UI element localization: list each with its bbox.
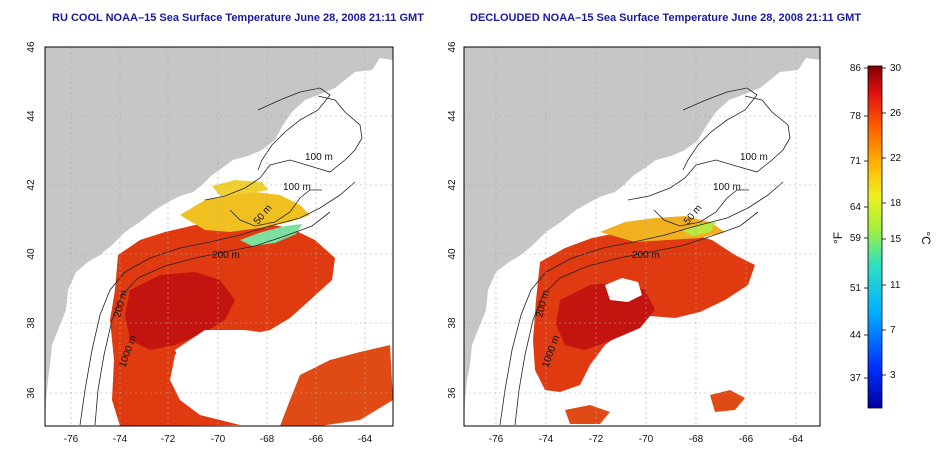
colorbar-celsius-ticks: 30 26 22 18 15 11 7 3 xyxy=(890,63,902,381)
right-lat-tick-3: 40 xyxy=(447,248,458,260)
colorbar-c-tick-8: 3 xyxy=(890,370,896,381)
left-lon-tick-7: -64 xyxy=(358,434,373,445)
right-map-panel: 100 m 100 m 50 m 200 m 200 m 1000 m -76 … xyxy=(447,41,821,445)
right-lat-tick-1: 36 xyxy=(447,387,458,399)
left-cool-band xyxy=(180,192,310,232)
left-lat-tick-6: 46 xyxy=(26,41,37,53)
left-lat-tick-2: 38 xyxy=(26,317,37,329)
left-bathymetry-contours xyxy=(79,87,363,426)
right-land-mass xyxy=(464,47,820,426)
right-lat-tick-2: 38 xyxy=(447,317,458,329)
right-lon-tick-1: -76 xyxy=(489,434,504,445)
left-cloud-region xyxy=(175,330,320,410)
colorbar-f-tick-6: 51 xyxy=(850,283,862,294)
left-lon-tick-1: -76 xyxy=(64,434,79,445)
right-lat-axis: 36 38 40 42 44 46 xyxy=(447,41,458,399)
right-grid xyxy=(464,47,820,426)
right-contour-label-4: 200 m xyxy=(632,250,660,261)
colorbar-f-tick-1: 86 xyxy=(850,63,862,74)
left-cyan-band xyxy=(240,224,302,246)
left-lat-tick-1: 36 xyxy=(26,387,37,399)
left-yellow-patch xyxy=(212,180,268,196)
colorbar-c-tick-4: 18 xyxy=(890,198,902,209)
right-panel-title: DECLOUDED NOAA–15 Sea Surface Temperatur… xyxy=(470,12,862,24)
colorbar-c-tick-2: 26 xyxy=(890,108,902,119)
left-contour-label-2: 100 m xyxy=(283,182,311,193)
right-cyan-band xyxy=(682,222,716,236)
colorbar-fahrenheit-ticks: 86 78 71 64 59 51 44 37 xyxy=(850,63,862,384)
right-south-warm-patch-2 xyxy=(565,405,610,424)
colorbar: 86 78 71 64 59 51 44 37 30 26 22 18 15 1… xyxy=(831,63,933,409)
right-lon-tick-7: -64 xyxy=(789,434,804,445)
right-lat-tick-5: 44 xyxy=(447,110,458,122)
left-lon-tick-5: -68 xyxy=(260,434,275,445)
left-lon-tick-2: -74 xyxy=(113,434,128,445)
left-panel-title: RU COOL NOAA–15 Sea Surface Temperature … xyxy=(52,12,424,24)
left-lon-axis: -76 -74 -72 -70 -68 -66 -64 xyxy=(64,434,373,445)
left-south-warm-patch xyxy=(280,345,393,426)
left-map-frame xyxy=(44,46,394,427)
colorbar-c-tick-5: 15 xyxy=(890,234,902,245)
left-contour-label-4: 200 m xyxy=(212,250,240,261)
colorbar-f-tick-4: 64 xyxy=(850,202,862,213)
right-contour-label-1: 100 m xyxy=(740,152,768,163)
right-lat-tick-6: 46 xyxy=(447,41,458,53)
left-lon-tick-6: -66 xyxy=(309,434,324,445)
colorbar-c-tick-1: 30 xyxy=(890,63,902,74)
right-bathymetry-contours xyxy=(499,87,791,426)
colorbar-f-tick-2: 78 xyxy=(850,111,862,122)
left-lat-tick-5: 44 xyxy=(26,110,37,122)
colorbar-f-tick-8: 37 xyxy=(850,373,862,384)
right-lon-tick-6: -66 xyxy=(739,434,754,445)
right-lat-tick-4: 42 xyxy=(447,179,458,191)
colorbar-c-tick-6: 11 xyxy=(890,280,901,291)
right-lon-tick-4: -70 xyxy=(639,434,654,445)
left-lat-tick-4: 42 xyxy=(26,179,37,191)
left-grid xyxy=(45,47,393,426)
celsius-unit-label: °C xyxy=(919,231,933,245)
right-map-frame xyxy=(463,46,821,427)
left-land-mass xyxy=(45,47,393,426)
colorbar-f-tick-5: 59 xyxy=(850,233,862,244)
left-lon-tick-4: -70 xyxy=(211,434,226,445)
right-lon-axis: -76 -74 -72 -70 -68 -66 -64 xyxy=(489,434,804,445)
left-lon-tick-3: -72 xyxy=(161,434,176,445)
colorbar-c-tick-3: 22 xyxy=(890,153,902,164)
right-south-warm-patch xyxy=(710,390,745,412)
right-lon-tick-5: -68 xyxy=(689,434,704,445)
left-lat-axis: 36 38 40 42 44 46 xyxy=(26,41,37,399)
left-contour-label-1: 100 m xyxy=(305,152,333,163)
left-lat-tick-3: 40 xyxy=(26,248,37,260)
colorbar-gradient xyxy=(867,65,883,409)
right-lon-tick-3: -72 xyxy=(589,434,604,445)
right-contour-label-2: 100 m xyxy=(713,182,741,193)
colorbar-f-tick-7: 44 xyxy=(850,330,862,341)
right-cloud-hole xyxy=(605,278,642,302)
colorbar-tick-marks xyxy=(864,67,886,379)
colorbar-c-tick-7: 7 xyxy=(890,325,896,336)
fahrenheit-unit-label: °F xyxy=(831,232,845,244)
right-lon-tick-2: -74 xyxy=(539,434,554,445)
colorbar-f-tick-3: 71 xyxy=(850,156,862,167)
left-warm-water xyxy=(110,220,335,426)
left-map-panel: 100 m 100 m 50 m 200 m 200 m 1000 m -76 … xyxy=(26,41,394,445)
